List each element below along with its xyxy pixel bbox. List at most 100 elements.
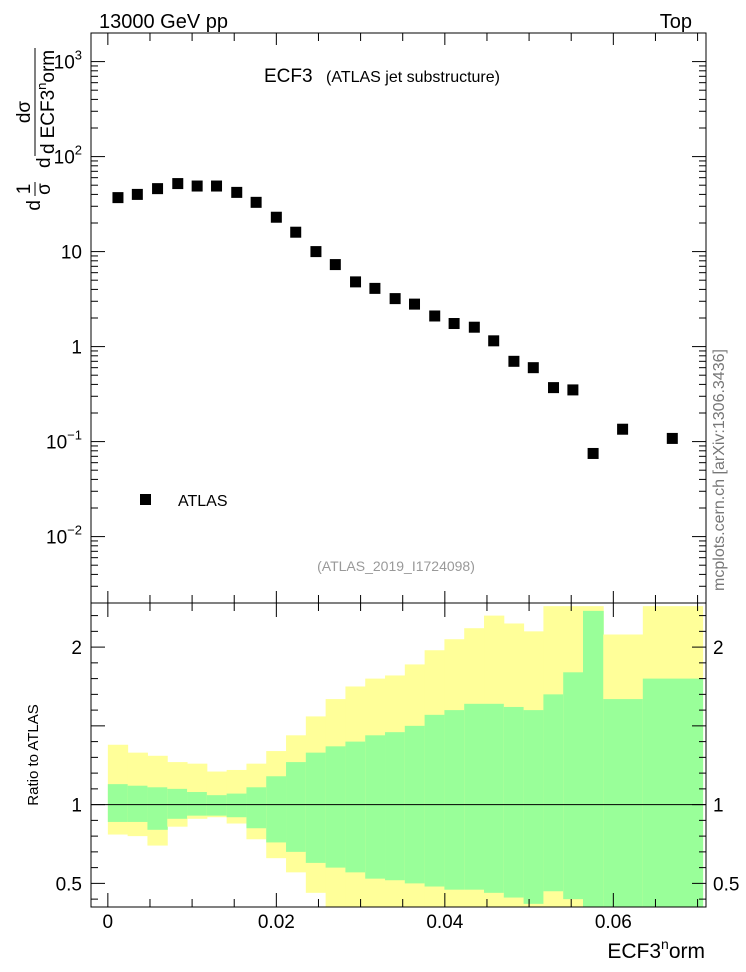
data-point <box>310 246 322 258</box>
data-point <box>548 382 560 394</box>
band-inner <box>147 787 168 830</box>
ratio-xtick-label: 0 <box>103 912 114 933</box>
data-point <box>587 447 599 459</box>
data-point <box>429 310 441 322</box>
xlabel-tail: orm <box>669 940 705 963</box>
band-inner <box>266 776 287 843</box>
data-point <box>567 384 579 396</box>
data-point <box>448 318 460 330</box>
xlabel-sup: n <box>661 936 669 952</box>
band-inner <box>187 792 208 816</box>
legend-marker <box>140 494 151 505</box>
xlabel-base: ECF3 <box>607 940 661 963</box>
main-ytick-label: 102 <box>54 143 82 169</box>
band-inner <box>127 785 148 822</box>
main-ytick-label: 103 <box>54 48 82 74</box>
data-point <box>329 259 341 271</box>
band-inner <box>107 784 129 822</box>
ratio-ytick-label-right: 2 <box>713 638 724 659</box>
data-point <box>508 355 520 367</box>
main-ytick-label: 1 <box>71 338 82 359</box>
band-inner <box>286 762 307 852</box>
ylabel-dsigma: dσ <box>14 101 35 124</box>
data-point <box>152 183 164 195</box>
ylabel-sup: n <box>34 83 49 90</box>
main-ylabel: d 1 σ d dσ d ECF3norm <box>14 48 59 211</box>
ylabel-d3: d <box>38 143 59 154</box>
data-point <box>231 186 243 198</box>
band-inner <box>563 672 584 900</box>
data-point <box>290 226 302 238</box>
ylabel-denominator: d ECF3norm <box>34 50 59 154</box>
data-point <box>211 180 223 192</box>
data-point <box>666 432 678 444</box>
ratio-ytick-label: 2 <box>71 638 82 659</box>
ratio-panel: 0 0.02 0.04 0.06 0.5 0.5 1 1 2 2 Ratio to ATLAS E… <box>25 602 739 963</box>
data-point <box>172 178 184 190</box>
data-point <box>350 276 362 288</box>
data-point <box>488 335 500 347</box>
data-point <box>527 362 539 374</box>
band-inner <box>385 732 406 881</box>
data-point <box>250 196 262 208</box>
band-inner <box>583 610 604 907</box>
band-inner <box>484 703 505 893</box>
band-inner <box>464 703 485 890</box>
header-right: Top <box>660 11 692 33</box>
ratio-xtick-label: 0.04 <box>426 912 463 933</box>
main-subtitle: (ATLAS jet substructure) <box>326 69 500 86</box>
ratio-ytick-label-right: 0.5 <box>713 874 739 895</box>
data-point <box>617 423 629 435</box>
band-inner <box>325 746 346 868</box>
band-inner <box>167 788 188 819</box>
data-point <box>369 282 381 294</box>
ylabel-sigma: σ <box>34 183 55 195</box>
legend-label: ATLAS <box>178 493 228 510</box>
band-inner <box>345 741 366 873</box>
data-point <box>270 211 282 223</box>
ratio-ytick-label: 0.5 <box>56 874 82 895</box>
header-left: 13000 GeV pp <box>99 11 228 33</box>
data-point <box>409 298 421 310</box>
ratio-frame <box>90 602 707 908</box>
ratio-xtick-label: 0.06 <box>595 912 632 933</box>
data-point <box>191 180 203 192</box>
ratio-xlabel: ECF3norm <box>607 936 705 963</box>
ratio-xtick-label: 0.02 <box>258 912 295 933</box>
data-point <box>468 321 480 333</box>
data-point <box>131 188 143 200</box>
ylabel-d1: d <box>24 200 45 211</box>
main-frame <box>90 32 707 604</box>
analysis-tag: (ATLAS_2019_I1724098) <box>317 558 475 574</box>
ylabel-ecf: ECF3 <box>38 90 59 139</box>
band-inner <box>365 735 386 879</box>
data-point <box>389 293 401 305</box>
band-inner <box>206 795 228 816</box>
band-inner <box>523 710 544 904</box>
ratio-ticks: 0 0.02 0.04 0.06 0.5 0.5 1 1 2 2 <box>56 603 739 933</box>
main-ytick-label: 10 <box>61 243 82 264</box>
band-inner <box>246 787 267 829</box>
ratio-ytick-label-right: 1 <box>713 796 724 817</box>
main-ytick-label: 10−1 <box>46 428 82 454</box>
ratio-bands <box>107 606 704 907</box>
ratio-ytick-label: 1 <box>71 796 82 817</box>
band-inner <box>543 694 564 892</box>
band-inner <box>503 706 525 898</box>
band-inner <box>305 752 327 863</box>
ylabel-one: 1 <box>14 184 35 195</box>
band-inner <box>424 714 445 887</box>
band-inner <box>642 678 704 907</box>
ylabel-d2: d <box>34 157 55 168</box>
main-points <box>112 178 678 459</box>
band-inner <box>444 710 465 890</box>
band-inner <box>603 699 644 907</box>
ylabel-orm: orm <box>38 50 59 83</box>
ratio-ylabel: Ratio to ATLAS <box>25 704 42 805</box>
band-inner <box>226 793 247 818</box>
data-point <box>112 192 124 204</box>
side-label: mcplots.cern.ch [arXiv:1306.3436] <box>711 349 728 591</box>
